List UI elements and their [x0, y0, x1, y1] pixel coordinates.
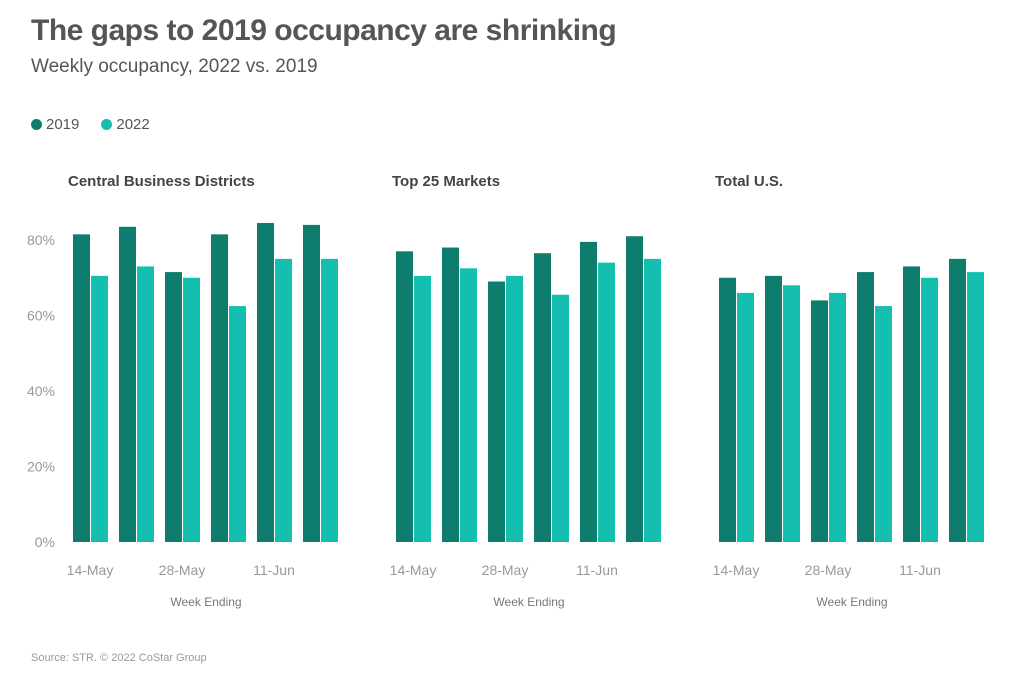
bar-2019-21-May [119, 226, 136, 542]
x-tick-label: 11-Jun [253, 562, 295, 578]
bar-2019-21-May [765, 275, 782, 542]
panel-title: Total U.S. [715, 173, 783, 190]
bar-2022-21-May [783, 285, 800, 542]
chart-title: The gaps to 2019 occupancy are shrinking [31, 14, 617, 47]
bar-2019-21-May [442, 247, 459, 543]
y-tick-label: 80% [27, 232, 55, 248]
legend-label-2019: 2019 [46, 116, 80, 133]
x-axis-label: Week Ending [170, 595, 241, 609]
x-axis-label: Week Ending [816, 595, 887, 609]
bar-2019-11-Jun [257, 223, 274, 542]
bar-2022-11-Jun [598, 262, 615, 542]
legend-swatch-2019 [31, 119, 42, 130]
bar-2022-18-Jun [967, 272, 984, 542]
bar-2019-28-May [165, 272, 182, 542]
panel-title: Central Business Districts [68, 173, 255, 190]
bar-2019-11-Jun [903, 266, 920, 542]
bar-2022-18-Jun [644, 258, 661, 542]
x-tick-label: 14-May [713, 562, 760, 578]
bar-2022-21-May [137, 266, 154, 542]
bar-2019-18-Jun [949, 258, 966, 542]
bar-2022-28-May [506, 275, 523, 542]
bar-2022-18-Jun [321, 258, 338, 542]
y-tick-label: 60% [27, 308, 55, 324]
bar-2022-11-Jun [921, 277, 938, 542]
bar-2022-14-May [737, 292, 754, 542]
x-tick-label: 28-May [482, 562, 529, 578]
y-tick-label: 40% [27, 383, 55, 399]
bar-2019-28-May [488, 281, 505, 542]
bar-2022-28-May [829, 292, 846, 542]
legend-item-2019: 2019 [31, 116, 79, 133]
y-tick-label: 20% [27, 459, 55, 475]
legend-item-2022: 2022 [101, 116, 150, 133]
bar-2022-14-May [414, 275, 431, 542]
x-axis-label: Week Ending [493, 595, 564, 609]
x-tick-label: 14-May [67, 562, 114, 578]
chart-subtitle: Weekly occupancy, 2022 vs. 2019 [31, 56, 318, 77]
bar-2022-21-May [460, 268, 477, 542]
bar-2022-4-Jun [229, 306, 246, 542]
bar-2019-4-Jun [534, 253, 551, 542]
x-tick-label: 11-Jun [899, 562, 941, 578]
legend: 2019 2022 [31, 116, 150, 133]
x-tick-label: 28-May [159, 562, 206, 578]
bar-2019-14-May [73, 234, 90, 542]
bar-2019-4-Jun [857, 272, 874, 542]
bar-2019-28-May [811, 300, 828, 542]
bar-2019-11-Jun [580, 241, 597, 542]
x-tick-label: 28-May [805, 562, 852, 578]
bar-2022-4-Jun [552, 294, 569, 542]
bar-2019-14-May [396, 251, 413, 542]
panel-title: Top 25 Markets [392, 173, 500, 190]
y-tick-label: 0% [35, 534, 55, 550]
bar-2019-18-Jun [626, 236, 643, 542]
legend-label-2022: 2022 [116, 116, 150, 133]
bar-2022-28-May [183, 277, 200, 542]
x-tick-label: 14-May [390, 562, 437, 578]
bar-2019-14-May [719, 277, 736, 542]
bar-2022-4-Jun [875, 306, 892, 542]
bar-2019-18-Jun [303, 224, 320, 542]
source-note: Source: STR. © 2022 CoStar Group [31, 652, 207, 664]
x-tick-label: 11-Jun [576, 562, 618, 578]
bar-2022-11-Jun [275, 258, 292, 542]
bar-2022-14-May [91, 275, 108, 542]
legend-swatch-2022 [101, 119, 113, 130]
bar-2019-4-Jun [211, 234, 228, 542]
